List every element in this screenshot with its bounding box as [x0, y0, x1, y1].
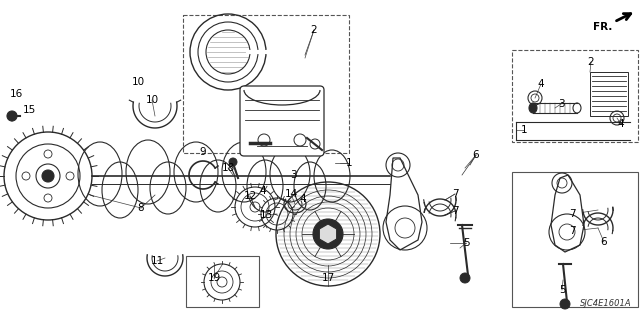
- Text: 4: 4: [300, 194, 307, 204]
- Ellipse shape: [529, 103, 537, 113]
- Text: 6: 6: [473, 150, 479, 160]
- Text: 10: 10: [145, 95, 159, 105]
- Circle shape: [313, 219, 343, 249]
- Polygon shape: [319, 224, 337, 244]
- Text: 18: 18: [221, 163, 235, 173]
- Polygon shape: [551, 175, 584, 252]
- Circle shape: [229, 158, 237, 166]
- Text: 5: 5: [559, 285, 565, 295]
- Text: 7: 7: [569, 209, 575, 219]
- Text: 4: 4: [538, 79, 544, 89]
- FancyBboxPatch shape: [240, 86, 324, 156]
- Text: 2: 2: [588, 57, 595, 67]
- Bar: [183, 15, 349, 153]
- Circle shape: [460, 273, 470, 283]
- Text: 11: 11: [150, 256, 164, 266]
- Text: 4: 4: [618, 119, 624, 129]
- Text: 4: 4: [260, 186, 266, 196]
- Text: 15: 15: [22, 105, 36, 115]
- Text: 1: 1: [521, 125, 527, 135]
- Text: 3: 3: [557, 99, 564, 109]
- Bar: [186, 256, 259, 307]
- Text: 1: 1: [346, 158, 352, 168]
- Text: 12: 12: [243, 191, 257, 201]
- Text: 9: 9: [200, 147, 206, 157]
- Text: FR.: FR.: [593, 22, 612, 32]
- Text: 5: 5: [463, 238, 469, 248]
- Text: 3: 3: [290, 170, 296, 180]
- Circle shape: [7, 111, 17, 121]
- Bar: [512, 50, 638, 142]
- Text: 6: 6: [601, 237, 607, 247]
- Circle shape: [560, 299, 570, 309]
- Bar: [590, 72, 628, 116]
- Bar: [512, 172, 638, 307]
- Circle shape: [42, 170, 54, 182]
- Text: 7: 7: [569, 226, 575, 236]
- Text: 19: 19: [207, 273, 221, 283]
- Text: 16: 16: [10, 89, 22, 99]
- Text: 13: 13: [259, 210, 273, 220]
- Text: 7: 7: [452, 189, 458, 199]
- Text: 8: 8: [138, 203, 144, 213]
- Text: 14: 14: [284, 189, 298, 199]
- Text: 7: 7: [452, 206, 458, 216]
- Text: 10: 10: [131, 77, 145, 87]
- Text: 17: 17: [321, 273, 335, 283]
- Polygon shape: [386, 158, 422, 250]
- Text: 2: 2: [310, 25, 317, 35]
- Text: SJC4E1601A: SJC4E1601A: [580, 299, 632, 308]
